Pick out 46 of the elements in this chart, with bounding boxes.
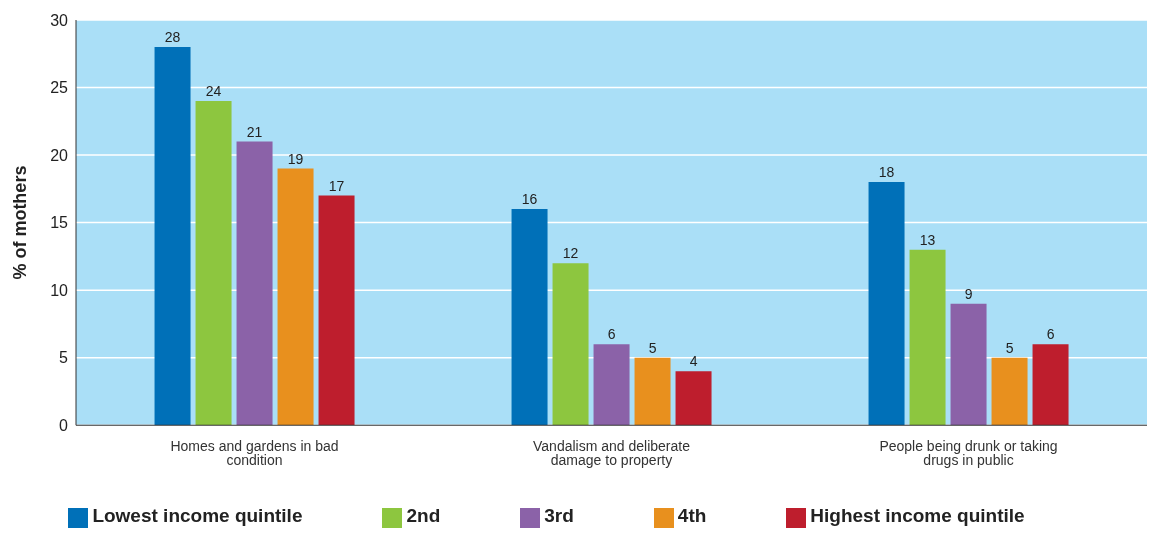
- bar: [593, 344, 630, 426]
- data-label: 5: [1005, 339, 1014, 356]
- x-tick-label: Homes and gardens in bad condition: [170, 438, 339, 469]
- data-label: 6: [1046, 326, 1055, 343]
- data-label: 5: [648, 339, 657, 356]
- bar: [277, 168, 314, 426]
- x-tick-label: Vandalism and deliberate damage to property: [533, 438, 691, 469]
- bar: [950, 303, 987, 426]
- bar: [868, 182, 905, 426]
- data-label: 19: [287, 150, 304, 167]
- data-label: 4: [689, 353, 698, 370]
- legend-label: Lowest income quintile: [92, 505, 303, 527]
- data-label: 13: [919, 231, 936, 248]
- bar: [236, 141, 273, 426]
- data-label: 21: [246, 123, 263, 140]
- legend-label: 2nd: [406, 505, 441, 527]
- legend-label: Highest income quintile: [810, 505, 1025, 527]
- data-label: 17: [328, 177, 345, 194]
- data-label: 12: [562, 245, 579, 262]
- bar: [318, 195, 355, 426]
- y-axis-title: % of mothers: [10, 165, 31, 280]
- x-tick-label: People being drunk or taking drugs in public: [879, 438, 1058, 469]
- data-label: 6: [607, 326, 616, 343]
- bar: [154, 47, 191, 426]
- data-label: 16: [521, 191, 538, 208]
- legend-label: 4th: [677, 505, 707, 527]
- y-tick-label: 25: [50, 79, 69, 97]
- bar: [991, 357, 1028, 426]
- bar: [195, 101, 232, 426]
- bar: [1032, 344, 1069, 426]
- bar: [552, 263, 589, 426]
- legend-label: 3rd: [544, 505, 574, 527]
- y-tick-label: 0: [59, 416, 69, 434]
- data-label: 18: [878, 164, 895, 181]
- data-label: 9: [964, 285, 973, 302]
- bar: [909, 249, 946, 426]
- bar: [675, 371, 712, 426]
- y-tick-label: 20: [50, 146, 69, 164]
- data-label: 28: [164, 29, 181, 46]
- y-tick-label: 15: [50, 214, 69, 232]
- y-tick-label: 10: [50, 281, 69, 299]
- data-label: 24: [205, 83, 222, 100]
- bar: [634, 357, 671, 426]
- y-tick-label: 5: [59, 349, 69, 367]
- y-tick-label: 30: [50, 11, 69, 29]
- bar: [511, 209, 548, 426]
